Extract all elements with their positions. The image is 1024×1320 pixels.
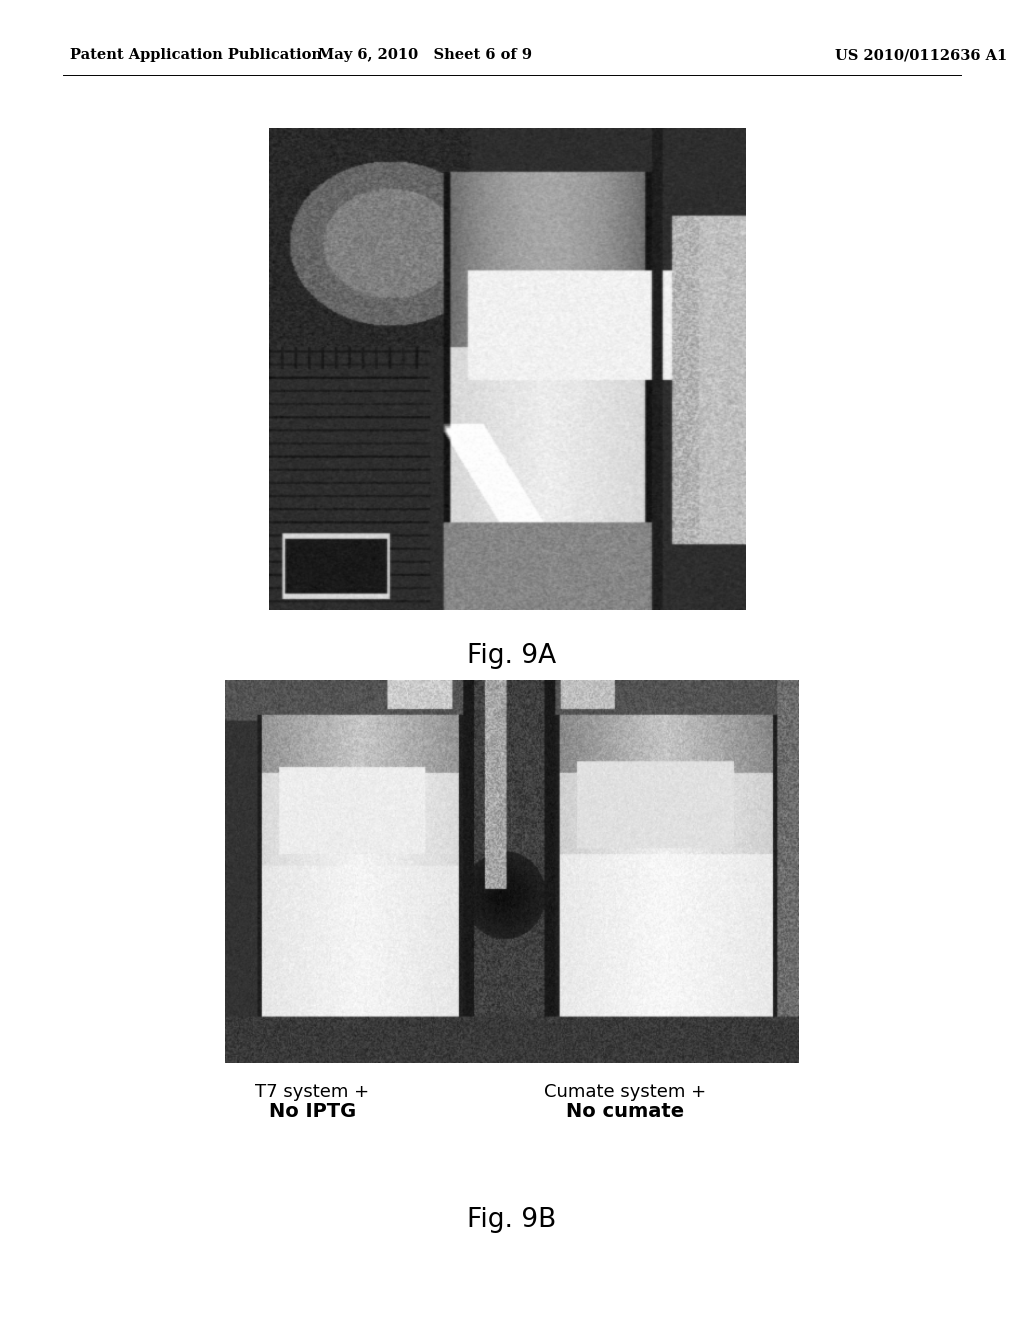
Text: T7 system +: T7 system + [255, 1082, 370, 1101]
Text: No cumate: No cumate [565, 1102, 684, 1121]
Text: No IPTG: No IPTG [268, 1102, 356, 1121]
Text: US 2010/0112636 A1: US 2010/0112636 A1 [836, 49, 1008, 62]
Text: Fig. 9A: Fig. 9A [467, 643, 557, 669]
Text: Patent Application Publication: Patent Application Publication [70, 49, 322, 62]
Text: Fig. 9B: Fig. 9B [467, 1206, 557, 1233]
Text: Cumate system +: Cumate system + [544, 1082, 706, 1101]
Text: May 6, 2010   Sheet 6 of 9: May 6, 2010 Sheet 6 of 9 [318, 49, 531, 62]
